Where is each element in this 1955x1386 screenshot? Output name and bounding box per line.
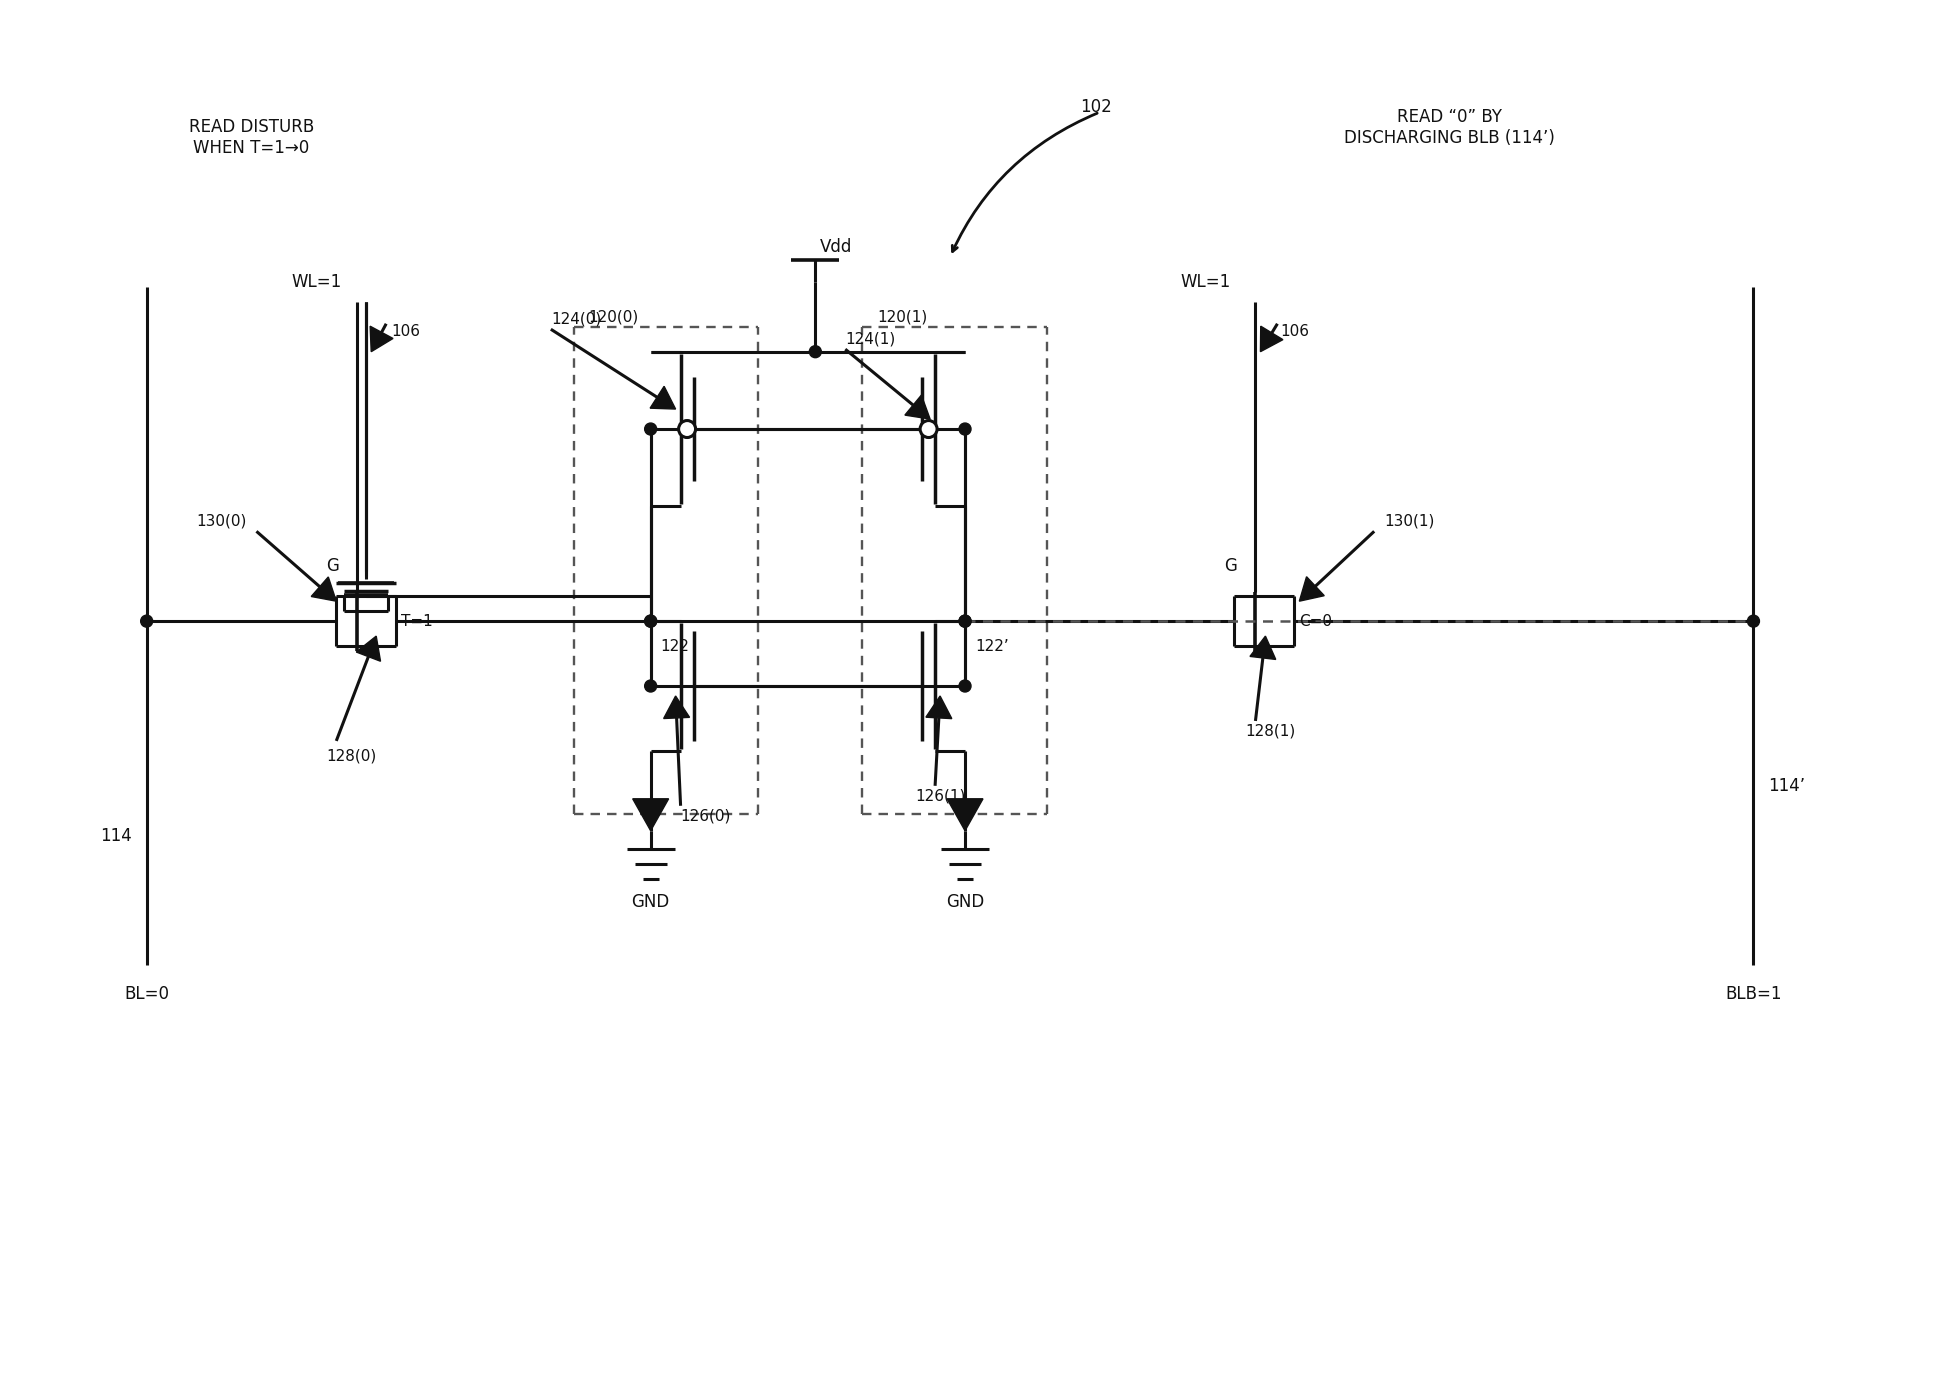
Text: G: G bbox=[1224, 557, 1236, 575]
Polygon shape bbox=[369, 326, 393, 352]
Text: 106: 106 bbox=[391, 324, 420, 340]
Text: 120(0): 120(0) bbox=[588, 309, 639, 324]
Polygon shape bbox=[311, 577, 336, 602]
Polygon shape bbox=[356, 636, 381, 661]
Text: 128(0): 128(0) bbox=[326, 748, 377, 764]
Polygon shape bbox=[1298, 577, 1324, 602]
Circle shape bbox=[919, 420, 936, 438]
Circle shape bbox=[1746, 615, 1760, 626]
Text: WL=1: WL=1 bbox=[1179, 273, 1230, 291]
Text: 102: 102 bbox=[1079, 98, 1110, 116]
Polygon shape bbox=[1259, 326, 1282, 352]
Text: 126(0): 126(0) bbox=[680, 808, 731, 823]
Text: G: G bbox=[326, 557, 338, 575]
Text: WL=1: WL=1 bbox=[291, 273, 342, 291]
Text: 122’: 122’ bbox=[974, 639, 1009, 654]
Circle shape bbox=[645, 423, 657, 435]
Text: GND: GND bbox=[946, 893, 983, 911]
Text: BLB=1: BLB=1 bbox=[1724, 985, 1781, 1003]
Text: 122: 122 bbox=[661, 639, 690, 654]
Circle shape bbox=[958, 615, 970, 626]
Circle shape bbox=[678, 420, 696, 438]
Polygon shape bbox=[631, 798, 669, 830]
Circle shape bbox=[809, 345, 821, 358]
Text: 114: 114 bbox=[100, 826, 131, 844]
Text: 120(1): 120(1) bbox=[876, 309, 927, 324]
Text: 106: 106 bbox=[1281, 324, 1308, 340]
Text: 130(1): 130(1) bbox=[1384, 514, 1433, 529]
Text: 126(1): 126(1) bbox=[915, 789, 966, 804]
Circle shape bbox=[958, 615, 970, 626]
Text: 124(1): 124(1) bbox=[845, 331, 895, 346]
Text: Vdd: Vdd bbox=[819, 238, 852, 256]
Polygon shape bbox=[925, 696, 952, 718]
Polygon shape bbox=[649, 387, 674, 409]
Text: GND: GND bbox=[631, 893, 669, 911]
Text: 114’: 114’ bbox=[1767, 776, 1804, 794]
Polygon shape bbox=[663, 696, 690, 718]
Text: READ DISTURB
WHEN T=1→0: READ DISTURB WHEN T=1→0 bbox=[190, 118, 315, 157]
Circle shape bbox=[958, 681, 970, 692]
Text: BL=0: BL=0 bbox=[123, 985, 168, 1003]
Circle shape bbox=[645, 615, 657, 626]
Text: 130(0): 130(0) bbox=[196, 514, 246, 529]
Circle shape bbox=[958, 423, 970, 435]
Polygon shape bbox=[946, 798, 983, 830]
Circle shape bbox=[645, 615, 657, 626]
Text: 124(0): 124(0) bbox=[551, 312, 600, 327]
Text: READ “0” BY
DISCHARGING BLB (114’): READ “0” BY DISCHARGING BLB (114’) bbox=[1343, 108, 1554, 147]
Text: C=0: C=0 bbox=[1298, 614, 1331, 629]
Text: 128(1): 128(1) bbox=[1245, 723, 1294, 739]
Polygon shape bbox=[1249, 636, 1275, 660]
Text: T=1: T=1 bbox=[401, 614, 432, 629]
Polygon shape bbox=[905, 395, 931, 419]
Circle shape bbox=[645, 681, 657, 692]
Circle shape bbox=[141, 615, 152, 626]
